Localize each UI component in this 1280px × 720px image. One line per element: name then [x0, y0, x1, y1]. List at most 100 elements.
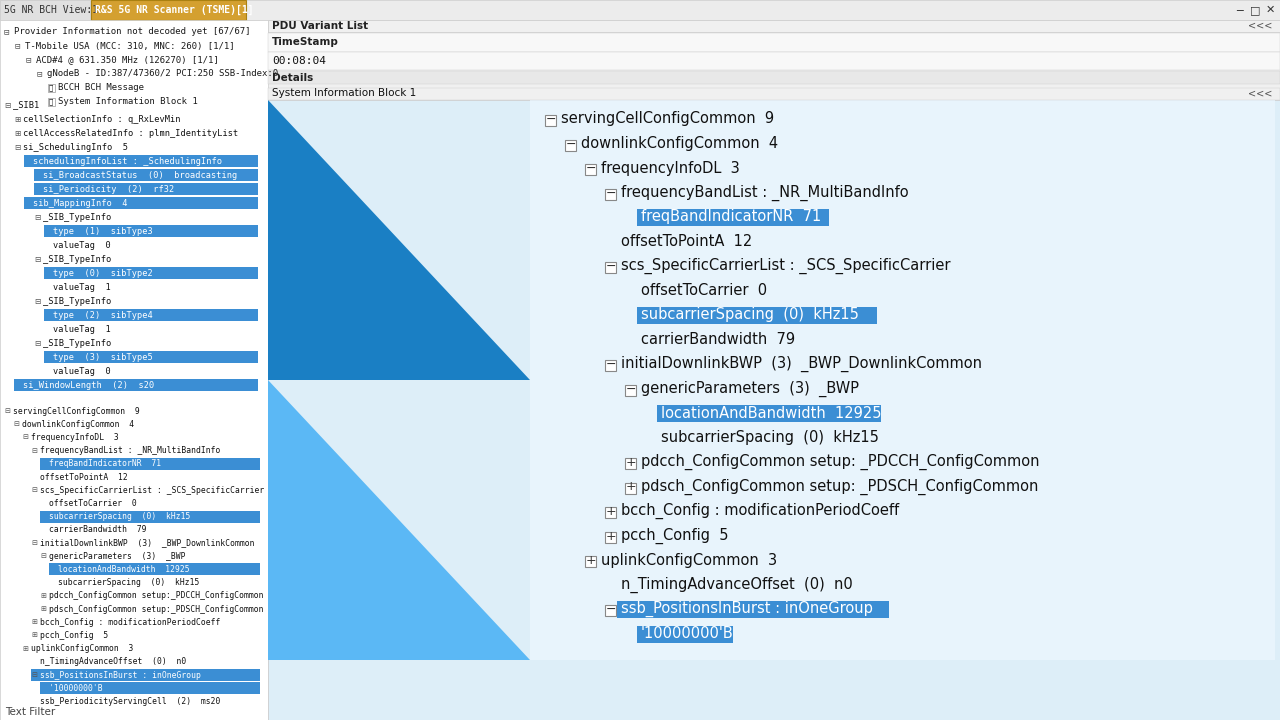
Bar	[605, 531, 616, 542]
Bar	[40, 683, 260, 694]
Text: valueTag  1: valueTag 1	[52, 325, 111, 333]
Text: Text Filter: Text Filter	[5, 707, 55, 717]
Text: _SIB1: _SIB1	[13, 101, 40, 109]
Text: offsetToPointA  12: offsetToPointA 12	[40, 472, 128, 482]
Text: System Information Block 1: System Information Block 1	[58, 97, 197, 107]
Text: System Information Block 1: System Information Block 1	[273, 88, 416, 98]
Text: valueTag  0: valueTag 0	[52, 240, 111, 250]
Bar	[40, 458, 260, 470]
Text: ⊟: ⊟	[40, 553, 46, 559]
Bar	[268, 71, 1280, 84]
Text: ⊟: ⊟	[15, 42, 20, 50]
Text: ⊟: ⊟	[14, 143, 20, 151]
Bar	[625, 384, 636, 395]
Text: 5G NR BCH View:1: 5G NR BCH View:1	[4, 5, 99, 15]
Bar	[564, 140, 576, 150]
Text: carrierBandwidth  79: carrierBandwidth 79	[49, 526, 146, 534]
Text: downlinkConfigCommon  4: downlinkConfigCommon 4	[22, 420, 134, 428]
Text: _SIB_TypeInfo: _SIB_TypeInfo	[44, 212, 111, 222]
Text: ⊟: ⊟	[35, 297, 41, 305]
Bar	[268, 33, 1280, 52]
Text: initialDownlinkBWP  (3)  _BWP_DownlinkCommon: initialDownlinkBWP (3) _BWP_DownlinkComm…	[40, 539, 255, 547]
Text: 00:08:04: 00:08:04	[273, 56, 326, 66]
Polygon shape	[268, 380, 530, 660]
Bar	[605, 507, 616, 518]
Text: ⊟: ⊟	[37, 70, 42, 78]
Text: gNodeB - ID:387/47360/2 PCI:250 SSB-Index:0: gNodeB - ID:387/47360/2 PCI:250 SSB-Inde…	[47, 70, 278, 78]
Text: Provider Information not decoded yet [67/67]: Provider Information not decoded yet [67…	[14, 27, 251, 37]
Text: frequencyBandList : _NR_MultiBandInfo: frequencyBandList : _NR_MultiBandInfo	[40, 446, 220, 455]
Text: offsetToCarrier  0: offsetToCarrier 0	[641, 283, 767, 298]
Bar	[637, 307, 877, 324]
Text: n_TimingAdvanceOffset  (0)  n0: n_TimingAdvanceOffset (0) n0	[40, 657, 187, 666]
Text: sib_MappingInfo  4: sib_MappingInfo 4	[33, 199, 128, 207]
Text: valueTag  0: valueTag 0	[52, 366, 111, 376]
Text: pdcch_ConfigCommon setup:_PDCCH_ConfigCommon: pdcch_ConfigCommon setup:_PDCCH_ConfigCo…	[49, 591, 264, 600]
Bar	[35, 183, 259, 195]
Text: ⊞: ⊞	[14, 114, 20, 124]
Text: ⊟: ⊟	[26, 55, 32, 65]
Bar	[0, 0, 1280, 20]
Text: type  (0)  sibType2: type (0) sibType2	[52, 269, 152, 277]
Text: ⊟: ⊟	[4, 101, 10, 109]
Text: ⊞: ⊞	[14, 128, 20, 138]
Bar	[0, 20, 268, 720]
Text: ⊟: ⊟	[35, 254, 41, 264]
Bar	[605, 360, 616, 371]
Text: −: −	[605, 260, 616, 273]
Text: pdsch_ConfigCommon setup:_PDSCH_ConfigCommon: pdsch_ConfigCommon setup:_PDSCH_ConfigCo…	[49, 605, 264, 613]
Text: 📄: 📄	[49, 85, 54, 91]
Text: −: −	[605, 358, 616, 371]
Text: −: −	[605, 186, 616, 199]
Bar	[268, 20, 1280, 32]
Text: +: +	[605, 529, 616, 542]
Text: −: −	[625, 382, 636, 395]
Bar	[49, 563, 260, 575]
Text: subcarrierSpacing  (0)  kHz15: subcarrierSpacing (0) kHz15	[641, 307, 859, 323]
Text: genericParameters  (3)  _BWP: genericParameters (3) _BWP	[49, 552, 186, 561]
Text: cellAccessRelatedInfo : plmn_IdentityList: cellAccessRelatedInfo : plmn_IdentityLis…	[23, 128, 238, 138]
Text: ⊟: ⊟	[4, 27, 9, 37]
Text: ⊟: ⊟	[35, 338, 41, 348]
Text: T-Mobile USA (MCC: 310, MNC: 260) [1/1]: T-Mobile USA (MCC: 310, MNC: 260) [1/1]	[26, 42, 234, 50]
Text: offsetToCarrier  0: offsetToCarrier 0	[49, 499, 137, 508]
Bar	[14, 379, 259, 391]
Bar	[605, 189, 616, 199]
Bar	[268, 100, 1280, 720]
Text: ⊟: ⊟	[31, 540, 37, 546]
Text: ⊞: ⊞	[31, 619, 37, 625]
Text: carrierBandwidth  79: carrierBandwidth 79	[641, 332, 795, 347]
Text: TimeStamp: TimeStamp	[273, 37, 339, 47]
Text: type  (2)  sibType4: type (2) sibType4	[52, 310, 152, 320]
Bar	[49, 84, 55, 92]
Text: initialDownlinkBWP  (3)  _BWP_DownlinkCommon: initialDownlinkBWP (3) _BWP_DownlinkComm…	[621, 356, 982, 372]
Bar	[268, 88, 1280, 100]
Text: <<<: <<<	[1248, 21, 1272, 31]
Bar	[31, 669, 260, 681]
Text: locationAndBandwidth  12925: locationAndBandwidth 12925	[660, 405, 882, 420]
Text: downlinkConfigCommon  4: downlinkConfigCommon 4	[581, 136, 778, 151]
Text: si_Periodicity  (2)  rf32: si_Periodicity (2) rf32	[44, 184, 174, 194]
Text: ⊟: ⊟	[31, 487, 37, 493]
Text: locationAndBandwidth  12925: locationAndBandwidth 12925	[58, 565, 189, 574]
Text: R&S 5G NR Scanner (TSME)[1]: R&S 5G NR Scanner (TSME)[1]	[95, 5, 253, 15]
Text: _SIB_TypeInfo: _SIB_TypeInfo	[44, 254, 111, 264]
Text: servingCellConfigCommon  9: servingCellConfigCommon 9	[13, 407, 140, 415]
Text: freqBandIndicatorNR  71: freqBandIndicatorNR 71	[49, 459, 161, 468]
Text: _SIB_TypeInfo: _SIB_TypeInfo	[44, 338, 111, 348]
Text: n_TimingAdvanceOffset  (0)  n0: n_TimingAdvanceOffset (0) n0	[621, 577, 852, 593]
Text: +: +	[625, 480, 636, 493]
Bar	[530, 100, 1275, 660]
Bar	[40, 510, 260, 523]
Text: pcch_Config  5: pcch_Config 5	[40, 631, 109, 640]
Text: □: □	[1249, 5, 1261, 15]
Bar	[44, 225, 259, 237]
Text: _SIB_TypeInfo: _SIB_TypeInfo	[44, 297, 111, 305]
Text: cellSelectionInfo : q_RxLevMin: cellSelectionInfo : q_RxLevMin	[23, 114, 180, 124]
Bar	[657, 405, 881, 422]
Text: type  (1)  sibType3: type (1) sibType3	[52, 227, 152, 235]
Text: +: +	[625, 456, 636, 469]
Bar	[625, 482, 636, 493]
Text: +: +	[585, 554, 595, 567]
Bar	[0, 0, 90, 20]
